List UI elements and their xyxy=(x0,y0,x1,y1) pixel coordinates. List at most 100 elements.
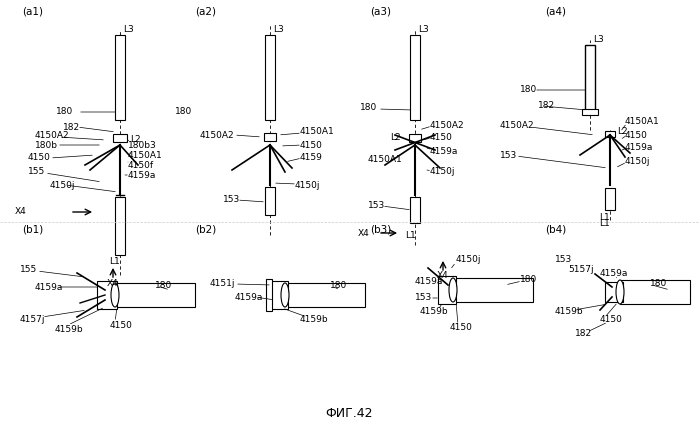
Ellipse shape xyxy=(449,278,457,302)
Text: 4150: 4150 xyxy=(625,130,648,139)
Text: 4159b: 4159b xyxy=(300,316,329,325)
Text: 4150A2: 4150A2 xyxy=(430,120,465,129)
Text: ФИГ.42: ФИГ.42 xyxy=(325,407,373,420)
Bar xyxy=(270,281,288,309)
Text: (a4): (a4) xyxy=(545,7,566,17)
Text: 4150j: 4150j xyxy=(50,181,75,190)
Text: 155: 155 xyxy=(20,265,37,274)
Text: (b1): (b1) xyxy=(22,225,43,235)
Text: 182: 182 xyxy=(538,101,555,110)
Text: L1: L1 xyxy=(600,214,610,222)
Text: X4: X4 xyxy=(437,271,449,280)
Text: 4150A1: 4150A1 xyxy=(128,150,163,160)
Bar xyxy=(410,35,420,120)
Text: 4150: 4150 xyxy=(300,141,323,150)
Bar xyxy=(585,45,595,110)
Text: 155: 155 xyxy=(28,168,45,176)
Text: 180: 180 xyxy=(330,280,347,289)
Text: 4159a: 4159a xyxy=(430,147,459,156)
Text: 180: 180 xyxy=(360,104,377,113)
Text: 180: 180 xyxy=(520,86,538,95)
Text: 153: 153 xyxy=(500,150,517,160)
Text: L2: L2 xyxy=(390,133,401,142)
Text: 4150: 4150 xyxy=(430,133,453,142)
Text: 180: 180 xyxy=(155,280,172,289)
Text: 4150A2: 4150A2 xyxy=(200,130,235,139)
Text: 153: 153 xyxy=(368,200,385,209)
Bar xyxy=(453,278,533,302)
Text: 4150: 4150 xyxy=(28,154,51,163)
Ellipse shape xyxy=(281,283,289,307)
Text: 4157j: 4157j xyxy=(20,316,45,325)
Text: (b2): (b2) xyxy=(195,225,216,235)
Text: 4159a: 4159a xyxy=(625,144,654,153)
Bar xyxy=(410,197,420,223)
Text: (a1): (a1) xyxy=(22,7,43,17)
Text: 153: 153 xyxy=(415,294,432,302)
Text: 4159: 4159 xyxy=(300,154,323,163)
Text: 4150A1: 4150A1 xyxy=(368,156,403,165)
Bar xyxy=(266,279,272,311)
Text: L2: L2 xyxy=(617,128,628,136)
Bar xyxy=(264,133,276,141)
Bar xyxy=(582,109,598,115)
Bar xyxy=(265,187,275,215)
Text: 4150j: 4150j xyxy=(456,255,482,264)
Bar xyxy=(115,35,125,120)
Text: 4150: 4150 xyxy=(450,323,473,332)
Text: 4150A1: 4150A1 xyxy=(300,128,335,136)
Text: X4: X4 xyxy=(358,228,370,237)
Text: 180: 180 xyxy=(56,108,73,117)
Bar xyxy=(605,188,615,210)
Bar xyxy=(115,283,195,307)
Bar xyxy=(97,281,117,309)
Text: (b4): (b4) xyxy=(545,225,566,235)
Text: 4150A2: 4150A2 xyxy=(500,120,535,129)
Text: 180: 180 xyxy=(520,276,538,285)
Text: 153: 153 xyxy=(223,196,240,205)
Text: (a3): (a3) xyxy=(370,7,391,17)
Text: 4150j: 4150j xyxy=(625,157,651,166)
Text: 180b3: 180b3 xyxy=(128,141,157,150)
Text: L3: L3 xyxy=(593,36,604,44)
Text: L1: L1 xyxy=(600,218,610,227)
Text: 4150f: 4150f xyxy=(128,160,154,169)
Text: 4159b: 4159b xyxy=(420,307,449,316)
Text: 4150j: 4150j xyxy=(430,168,456,176)
Text: 4159a: 4159a xyxy=(35,283,64,292)
Text: 4159a: 4159a xyxy=(128,171,157,179)
Bar xyxy=(113,134,127,142)
Bar xyxy=(115,197,125,255)
Text: 182: 182 xyxy=(63,123,80,132)
Text: 4159b: 4159b xyxy=(555,307,584,316)
Text: 4159a: 4159a xyxy=(600,270,628,279)
Text: L1: L1 xyxy=(405,230,415,240)
Bar xyxy=(285,283,365,307)
Text: (a2): (a2) xyxy=(195,7,216,17)
Text: L3: L3 xyxy=(123,25,134,34)
Text: X4: X4 xyxy=(15,208,27,216)
Text: 4150j: 4150j xyxy=(295,181,321,190)
Text: (b3): (b3) xyxy=(370,225,391,235)
Text: L3: L3 xyxy=(418,25,428,34)
Text: 4150A1: 4150A1 xyxy=(625,117,660,126)
Bar xyxy=(620,280,690,304)
Text: 4151j: 4151j xyxy=(210,279,236,288)
Text: 180: 180 xyxy=(175,108,192,117)
Text: 4150: 4150 xyxy=(600,316,623,325)
Text: L2: L2 xyxy=(130,135,140,144)
Bar xyxy=(438,276,456,304)
Text: 153: 153 xyxy=(555,255,572,264)
Bar xyxy=(605,131,615,137)
Text: 5157j: 5157j xyxy=(568,265,593,274)
Text: 180: 180 xyxy=(650,280,668,289)
Text: 4150: 4150 xyxy=(110,320,133,329)
Text: X4: X4 xyxy=(107,279,119,288)
Text: 4159a: 4159a xyxy=(415,277,443,286)
Ellipse shape xyxy=(616,280,624,304)
Text: 182: 182 xyxy=(575,329,592,338)
Text: L1: L1 xyxy=(110,258,120,267)
Bar xyxy=(409,134,421,142)
Text: 4150A2: 4150A2 xyxy=(35,132,70,141)
Text: 4159b: 4159b xyxy=(55,326,84,335)
